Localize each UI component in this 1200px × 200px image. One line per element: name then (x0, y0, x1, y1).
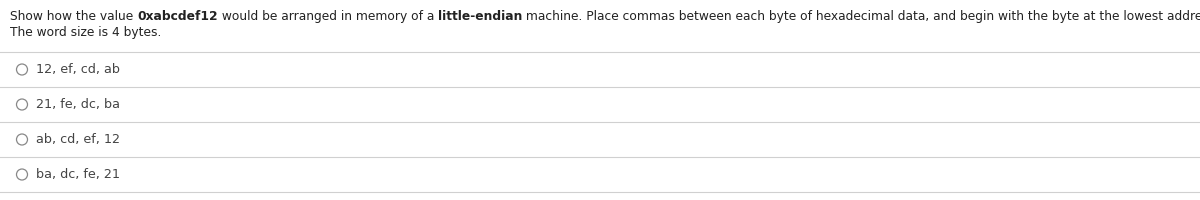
Text: ab, cd, ef, 12: ab, cd, ef, 12 (36, 133, 120, 146)
Text: Show how the value: Show how the value (10, 10, 137, 23)
Text: The word size is 4 bytes.: The word size is 4 bytes. (10, 26, 161, 39)
Text: 21, fe, dc, ba: 21, fe, dc, ba (36, 98, 120, 111)
Text: 0xabcdef12: 0xabcdef12 (137, 10, 217, 23)
Text: little-endian: little-endian (438, 10, 522, 23)
Text: machine. Place commas between each byte of hexadecimal data, and begin with the : machine. Place commas between each byte … (522, 10, 1200, 23)
Text: ba, dc, fe, 21: ba, dc, fe, 21 (36, 168, 120, 181)
Text: would be arranged in memory of a: would be arranged in memory of a (217, 10, 438, 23)
Text: 12, ef, cd, ab: 12, ef, cd, ab (36, 63, 120, 76)
